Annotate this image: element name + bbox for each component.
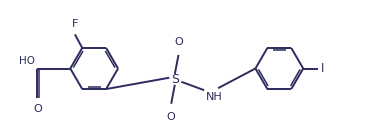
Text: I: I (321, 62, 324, 75)
Text: O: O (174, 37, 183, 47)
Text: O: O (33, 104, 42, 114)
Text: NH: NH (206, 92, 223, 102)
Text: HO: HO (20, 56, 35, 66)
Text: O: O (167, 112, 176, 122)
Text: F: F (72, 19, 78, 29)
Text: S: S (171, 73, 179, 86)
